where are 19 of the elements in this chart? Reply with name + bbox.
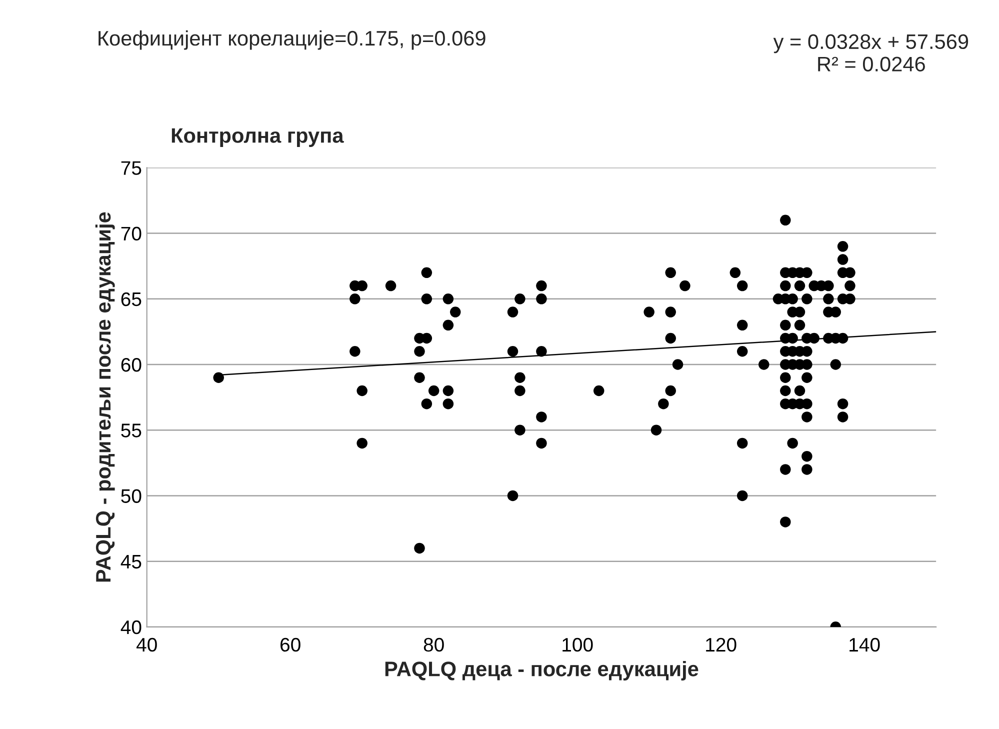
y-tick-label: 40 (120, 620, 142, 634)
y-tick-label: 55 (121, 424, 142, 438)
y-tick-label: 70 (121, 226, 142, 241)
x-axis-title: PAQLQ деца - после едукације (385, 661, 698, 680)
y-tick-label: 75 (121, 161, 142, 175)
y-tick-label: 60 (121, 358, 142, 372)
x-tick-label: 80 (424, 638, 444, 652)
text: Коефицијент корелације=0.175, p=0.069 (98, 30, 486, 50)
y-axis-title: PAQLQ - родитељи после едукације (95, 212, 115, 582)
y-tick-label: 45 (120, 555, 142, 569)
x-tick-label: 60 (280, 638, 300, 652)
chart-title: Контролна група (172, 128, 344, 147)
x-tick-label: 100 (562, 638, 593, 652)
y-tick-label: 65 (121, 292, 142, 306)
text: y = 0.0328x + 57.569 R² = 0.0246 (773, 34, 968, 72)
x-tick-label: 40 (136, 638, 157, 652)
y-tick-label: 50 (121, 489, 142, 503)
x-tick-label: 140 (850, 638, 880, 652)
x-tick-label: 120 (706, 638, 736, 652)
